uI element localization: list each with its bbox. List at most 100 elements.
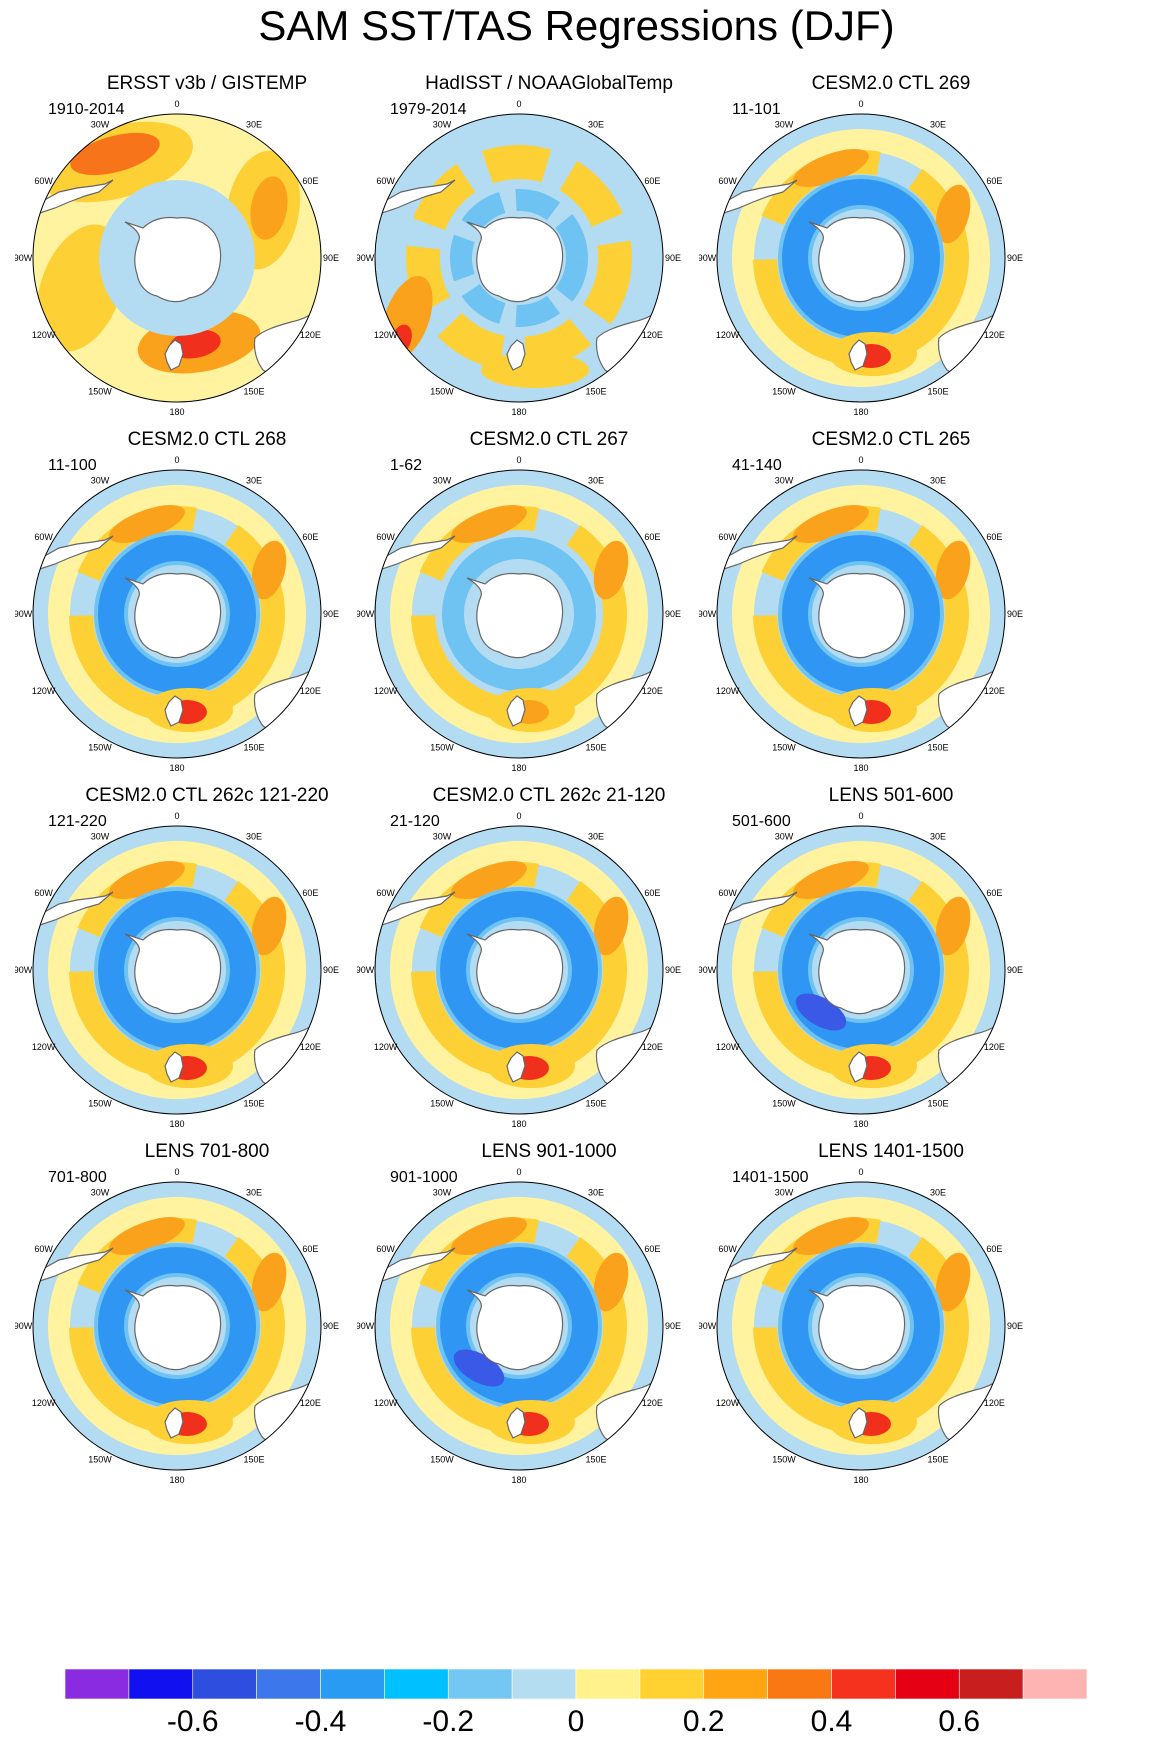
cool-core-pacific — [795, 993, 847, 1031]
new-zealand-landmass — [506, 695, 526, 727]
colorbar-box — [1022, 1668, 1088, 1700]
longitude-label: 180 — [853, 763, 868, 773]
colorbar-box — [575, 1668, 641, 1700]
longitude-label: 60E — [302, 888, 318, 898]
longitude-label: 150E — [243, 386, 264, 396]
longitude-label: 0 — [516, 811, 521, 821]
new-zealand-landmass — [506, 339, 526, 371]
longitude-label: 120W — [374, 1042, 398, 1052]
longitude-label: 90W — [357, 609, 375, 619]
antarctica-landmass — [808, 216, 906, 303]
longitude-label: 90E — [323, 253, 339, 263]
panel-title: CESM2.0 CTL 262c 121-220 — [85, 785, 329, 806]
longitude-label: 180 — [511, 407, 526, 417]
land-masses — [375, 826, 663, 1088]
warm-anomaly-indian — [935, 540, 971, 600]
warm-anomaly-indian — [593, 896, 629, 956]
longitude-label: 90W — [15, 609, 33, 619]
warm-anomaly-atlantic — [793, 861, 869, 899]
longitude-label: 30E — [930, 476, 946, 486]
longitude-label: 120E — [984, 1042, 1005, 1052]
antarctica-landmass — [124, 216, 222, 303]
longitude-label: 120E — [300, 686, 321, 696]
longitude-label: 120W — [716, 1042, 740, 1052]
map-boundary — [716, 469, 1006, 759]
longitude-label: 120E — [300, 1398, 321, 1408]
south-america-landmass — [33, 179, 114, 215]
panel-title: CESM2.0 CTL 262c 21-120 — [432, 785, 666, 806]
polar-map: 0 30E 60E 90E 120E 150E 180 150W 120W 90W 60W 30W — [699, 811, 1023, 1129]
longitude-label: 90W — [15, 253, 33, 263]
longitude-label: 0 — [174, 811, 179, 821]
warm-anomaly-atlantic — [109, 861, 185, 899]
colorbar-box — [895, 1668, 960, 1700]
warm-ring-outer — [48, 1197, 306, 1455]
cool-ring-core — [440, 891, 598, 1049]
longitude-label: 90W — [699, 609, 717, 619]
longitude-label: 90E — [1007, 965, 1023, 975]
longitude-label: 150E — [585, 386, 606, 396]
longitude-label: 30W — [433, 832, 452, 842]
warm-ring-outer — [48, 841, 306, 1099]
longitude-label: 30E — [930, 120, 946, 130]
longitude-label: 30W — [433, 120, 452, 130]
longitude-label: 150W — [772, 1098, 796, 1108]
longitude-label: 90E — [323, 965, 339, 975]
warm-anomaly-atlantic — [109, 505, 185, 543]
longitude-label: 180 — [511, 1119, 526, 1129]
south-america-landmass — [717, 179, 798, 215]
warm-anomaly-atlantic — [451, 861, 527, 899]
africa-landmass — [956, 1182, 974, 1209]
map-panel: 0 30E 60E 90E 120E 150E 180 150W 120W 90W 60W 30W CE… — [699, 72, 1083, 467]
longitude-label: 60W — [376, 1244, 395, 1254]
map-panel: 0 30E 60E 90E 120E 150E 180 150W 120W 90W 60W 30W LE… — [699, 784, 1083, 1179]
longitude-label: 30E — [588, 476, 604, 486]
colorbar-box — [256, 1668, 321, 1700]
panel-title: LENS 901-1000 — [481, 1141, 617, 1162]
warm-anomaly-atlantic — [451, 1217, 527, 1255]
map-field — [33, 826, 321, 1114]
cool-ring-core — [446, 541, 592, 687]
panel-title: CESM2.0 CTL 267 — [469, 429, 629, 450]
new-zealand-landmass — [506, 1051, 526, 1083]
new-zealand-landmass — [164, 695, 184, 727]
map-panel: 0 30E 60E 90E 120E 150E 180 150W 120W 90W 60W 30W CE… — [357, 428, 741, 823]
warm-ring-midlatitude — [406, 145, 632, 371]
africa-landmass — [956, 470, 974, 497]
map-panel: 0 30E 60E 90E 120E 150E 180 150W 120W 90W 60W 30W LE… — [15, 1140, 399, 1535]
longitude-label: 120E — [984, 1398, 1005, 1408]
map-panel: 0 30E 60E 90E 120E 150E 180 150W 120W 90W 60W 30W LE… — [699, 1140, 1083, 1535]
longitude-label: 0 — [174, 1167, 179, 1177]
longitude-label: 150E — [585, 1454, 606, 1464]
longitude-label: 150W — [772, 386, 796, 396]
map-field — [375, 114, 663, 402]
map-boundary — [32, 825, 322, 1115]
map-field — [717, 114, 1005, 402]
colorbar-box — [447, 1668, 513, 1700]
map-field — [33, 1182, 321, 1470]
longitude-label: 150E — [585, 742, 606, 752]
panel-period: 501-600 — [732, 813, 791, 830]
longitude-label: 90E — [1007, 1321, 1023, 1331]
longitude-label: 120W — [32, 330, 56, 340]
longitude-label: 30E — [930, 1188, 946, 1198]
longitude-label: 180 — [169, 1119, 184, 1129]
antarctica-landmass — [466, 1284, 564, 1371]
panel-title: HadISST / NOAAGlobalTemp — [425, 73, 673, 94]
longitude-label: 90W — [15, 965, 33, 975]
map-boundary — [374, 113, 664, 403]
cool-ring-core — [440, 1247, 598, 1405]
antarctica-landmass — [808, 1284, 906, 1371]
longitude-label: 150E — [927, 1454, 948, 1464]
new-zealand-landmass — [848, 695, 868, 727]
cool-ring-core — [782, 535, 940, 693]
warm-core-indian — [250, 176, 288, 240]
warm-ring-outer — [732, 841, 990, 1099]
africa-landmass — [272, 826, 290, 853]
south-america-landmass — [33, 1247, 114, 1283]
longitude-label: 90W — [699, 1321, 717, 1331]
antarctica-landmass — [124, 1284, 222, 1371]
map-boundary — [716, 1181, 1006, 1471]
colorbar — [64, 1668, 1088, 1700]
longitude-label: 90W — [357, 1321, 375, 1331]
